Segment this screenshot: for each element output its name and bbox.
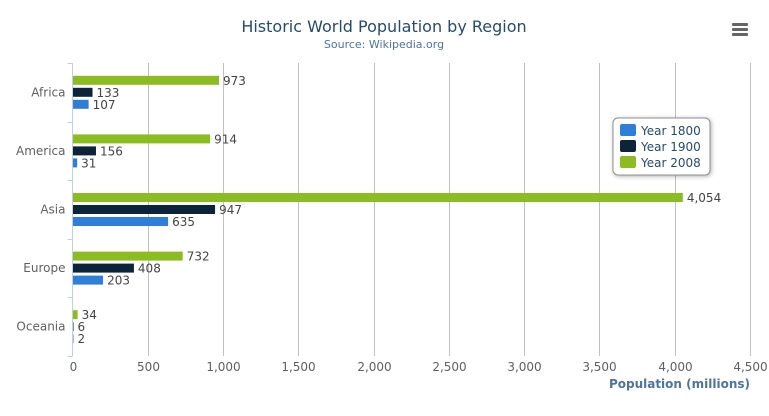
bar-year-2008 <box>72 251 183 261</box>
category-label: Europe <box>23 261 65 275</box>
bar-year-1800 <box>72 275 104 285</box>
category-label: Oceania <box>16 320 65 334</box>
value-tick-label: 3,000 <box>507 360 541 374</box>
value-tick-label: 3,500 <box>582 360 616 374</box>
legend-swatch <box>620 124 636 136</box>
value-tick-label: 4,000 <box>658 360 692 374</box>
chart-title: Historic World Population by Region <box>241 17 526 36</box>
category-label: America <box>16 144 66 158</box>
legend-item: Year 2008 <box>640 156 701 170</box>
legend: Year 1800 Year 1900 Year 2008 <box>612 117 711 176</box>
bar-year-1900 <box>72 205 216 214</box>
bar-year-2008 <box>72 310 78 320</box>
bar-year-1900 <box>72 263 134 273</box>
menu-button[interactable] <box>726 15 754 41</box>
value-tick-label: 4,500 <box>733 360 767 374</box>
value-axis-title: Population (millions) <box>609 377 750 391</box>
data-label: 914 <box>214 132 237 146</box>
bar-year-1900 <box>72 146 96 156</box>
data-label: 635 <box>172 215 195 229</box>
bar-year-1800 <box>72 99 89 109</box>
data-label: 947 <box>219 203 242 217</box>
bar-year-2008 <box>72 193 683 202</box>
data-label: 34 <box>82 308 97 322</box>
legend-swatch <box>620 156 636 168</box>
legend-swatch <box>620 140 636 152</box>
data-label: 133 <box>97 86 120 100</box>
bar-year-1800 <box>72 217 169 226</box>
data-label: 31 <box>81 156 96 170</box>
data-label: 4,054 <box>687 191 721 205</box>
legend-item: Year 1900 <box>640 140 701 154</box>
value-tick-label: 500 <box>137 360 160 374</box>
category-label: Africa <box>31 85 65 99</box>
data-label: 732 <box>187 250 210 264</box>
bar-year-1800 <box>72 158 78 168</box>
data-label: 156 <box>100 144 123 158</box>
data-label: 107 <box>93 98 116 112</box>
value-tick-label: 1,500 <box>281 360 315 374</box>
legend-item: Year 1800 <box>640 124 701 138</box>
value-tick-label: 1,000 <box>206 360 240 374</box>
data-label: 2 <box>78 332 86 346</box>
bar-year-2008 <box>72 134 211 144</box>
data-label: 973 <box>223 74 246 88</box>
data-label: 6 <box>78 320 86 334</box>
bar-year-1900 <box>72 87 93 97</box>
hamburger-menu-icon <box>732 23 748 36</box>
value-tick-label: 0 <box>70 360 78 374</box>
data-label: 408 <box>138 262 161 276</box>
category-label: Asia <box>40 203 65 217</box>
value-tick-label: 2,000 <box>357 360 391 374</box>
bar-year-2008 <box>72 75 219 85</box>
data-label: 203 <box>107 274 130 288</box>
chart-subtitle: Source: Wikipedia.org <box>324 38 444 51</box>
value-tick-label: 2,500 <box>432 360 466 374</box>
